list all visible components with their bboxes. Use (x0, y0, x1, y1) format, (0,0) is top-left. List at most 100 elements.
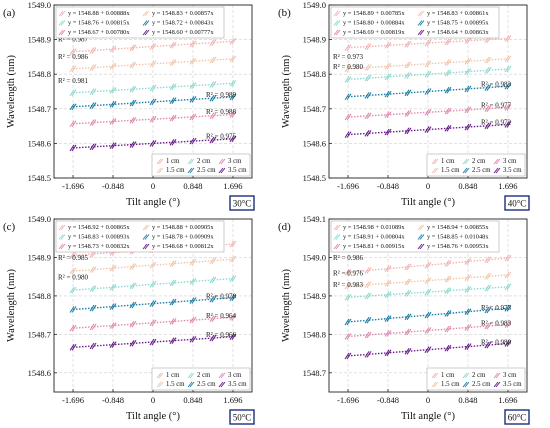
x-axis-title: Tilt angle (°) (401, 197, 455, 208)
data-point (484, 84, 492, 91)
data-point (364, 292, 372, 300)
y-tick-label: 1548.8 (303, 69, 326, 79)
fit-equation: y = 1548.80 + 0.00884x (343, 20, 405, 27)
data-point (209, 112, 217, 120)
data-point (109, 283, 117, 291)
data-point (384, 349, 392, 357)
data-point (229, 79, 237, 87)
data-point (69, 286, 77, 294)
fit-equation: y = 1548.60 + 0.00777x (152, 29, 214, 36)
r-squared-label: R² = 0.972 (481, 119, 511, 127)
legend-entry: 3 cm (503, 158, 517, 165)
x-axis-title: Tilt angle (°) (126, 411, 180, 422)
data-point (484, 56, 492, 64)
data-point (169, 138, 177, 146)
x-axis-title: Tilt angle (°) (126, 197, 180, 208)
fit-equation: y = 1548.75 + 0.00895x (427, 20, 489, 27)
r-squared-label: R² = 0.980 (481, 339, 511, 347)
fit-equation: y = 1548.92 + 0.00865x (68, 224, 130, 231)
data-point (229, 275, 237, 282)
data-point (504, 254, 512, 262)
panel-label: (c) (3, 221, 16, 233)
y-tick-label: 1548.6 (28, 368, 51, 378)
data-point (424, 261, 432, 269)
data-point (504, 340, 512, 347)
data-point (229, 255, 237, 263)
legend-entry: 1 cm (166, 158, 180, 165)
data-point (69, 344, 77, 351)
y-tick-label: 1548.6 (303, 138, 326, 148)
data-point (464, 258, 472, 265)
legend-entry: 2.5 cm (472, 167, 491, 174)
fit-equation: y = 1548.68 + 0.00812x (152, 243, 214, 250)
data-point (384, 42, 392, 49)
y-tick-label: 1549.0 (28, 214, 51, 224)
data-point (69, 324, 77, 332)
y-tick-label: 1549.0 (303, 0, 326, 10)
data-point (209, 56, 217, 64)
r-squared-label: R² = 0.986 (58, 53, 88, 61)
data-point (364, 351, 372, 358)
data-point (404, 347, 412, 355)
data-point (444, 287, 452, 295)
y-tick-label: 1548.9 (28, 252, 51, 262)
x-tick-label: -1.696 (337, 395, 359, 405)
legend-entry: 2.5 cm (197, 167, 216, 174)
data-point (189, 137, 197, 145)
x-tick-label: 0 (426, 395, 430, 405)
data-point (169, 279, 177, 287)
data-point (444, 310, 452, 317)
data-point (149, 84, 157, 92)
data-point (109, 63, 117, 70)
data-point (484, 341, 492, 349)
legend-entry: 2.5 cm (472, 381, 491, 388)
fit-line (73, 82, 233, 94)
x-tick-label: 1.696 (223, 395, 242, 405)
data-point (169, 114, 177, 122)
legend-entry: 3 cm (503, 372, 517, 379)
r-squared-label: R² = 0.973 (481, 304, 511, 312)
data-point (229, 55, 237, 63)
data-point (89, 64, 97, 71)
r-squared-label: R² = 0.966 (206, 331, 236, 339)
data-point (69, 48, 77, 56)
data-point (424, 108, 432, 116)
data-point (404, 61, 412, 69)
y-tick-label: 1548.7 (303, 104, 326, 114)
legend-entry: 3.5 cm (503, 381, 522, 388)
legend-box (426, 367, 526, 391)
data-point (229, 240, 237, 248)
x-tick-label: 1.696 (498, 181, 517, 191)
data-point (229, 333, 237, 341)
data-point (404, 110, 412, 117)
legend-entry: 3.5 cm (228, 167, 247, 174)
fit-equation: y = 1548.72 + 0.00843x (152, 20, 214, 27)
data-point (189, 113, 197, 121)
data-point (404, 40, 412, 48)
data-point (464, 286, 472, 293)
x-tick-label: -1.696 (62, 395, 84, 405)
data-point (189, 96, 197, 103)
panel-label: (d) (278, 221, 291, 233)
data-point (424, 288, 432, 296)
data-point (364, 112, 372, 120)
x-tick-label: 0.848 (458, 395, 477, 405)
data-point (344, 268, 352, 276)
r-squared-label: R² = 0.980 (58, 273, 88, 281)
data-point (189, 316, 197, 324)
y-axis-title: Wavelength (nm) (6, 55, 17, 128)
legend-entry: 3 cm (228, 158, 242, 165)
legend-entry: 3.5 cm (228, 381, 247, 388)
data-point (504, 35, 512, 42)
data-point (484, 322, 492, 330)
data-point (464, 57, 472, 65)
y-tick-label: 1548.7 (303, 368, 326, 378)
equation-box (330, 220, 500, 253)
temperature-label: 30°C (233, 199, 252, 209)
data-point (109, 142, 117, 149)
data-point (229, 294, 237, 301)
data-point (169, 83, 177, 91)
data-point (129, 301, 137, 309)
temperature-badge (504, 195, 530, 211)
data-point (364, 43, 372, 50)
